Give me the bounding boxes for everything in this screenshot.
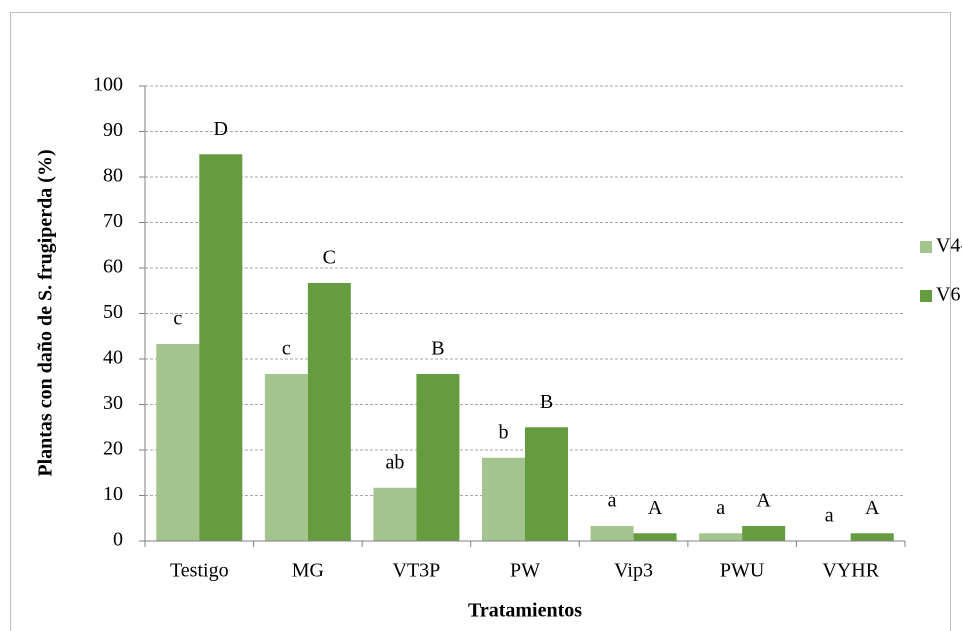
bar: [633, 533, 677, 541]
bar: [590, 525, 634, 541]
x-tick-label: Vip3: [614, 560, 653, 582]
x-tick-label: VT3P: [393, 560, 441, 582]
annotation: a: [825, 505, 834, 527]
legend-label: V4-V5: [936, 235, 962, 257]
annotation: C: [323, 247, 336, 269]
y-tick-label: 70: [103, 210, 123, 232]
legend-swatch: [920, 241, 932, 253]
annotation: A: [648, 497, 663, 519]
bar: [699, 533, 743, 541]
annotation: c: [282, 338, 291, 360]
bar: [742, 525, 786, 541]
annotation: A: [865, 497, 880, 519]
legend-label: V6: [936, 284, 960, 306]
y-tick-label: 100: [93, 74, 123, 96]
annotation: a: [608, 490, 617, 512]
annotation: B: [431, 338, 444, 360]
annotation: B: [540, 391, 553, 413]
y-tick-label: 0: [113, 529, 123, 551]
y-tick-label: 10: [103, 483, 123, 505]
y-tick-label: 20: [103, 438, 123, 460]
bar: [264, 374, 308, 541]
bar: [199, 154, 243, 541]
bar: [850, 533, 894, 541]
bar: [482, 457, 525, 541]
annotation: c: [173, 308, 182, 330]
y-tick-label: 60: [103, 256, 123, 278]
legend-swatch: [920, 290, 932, 302]
annotation: b: [499, 421, 509, 443]
y-axis-label: Plantas con daño de S. frugiperda (%): [35, 149, 57, 476]
y-tick-label: 30: [103, 392, 123, 414]
x-axis-label: Tratamientos: [468, 600, 582, 622]
annotation: A: [756, 490, 771, 512]
y-tick-label: 80: [103, 165, 123, 187]
annotation: a: [716, 497, 725, 519]
bar: [307, 283, 351, 541]
x-tick-label: PWU: [720, 560, 765, 582]
annotation: D: [214, 118, 228, 140]
x-tick-label: Testigo: [170, 560, 229, 582]
x-tick-label: MG: [292, 560, 324, 582]
y-tick-label: 50: [103, 301, 123, 323]
bar: [156, 343, 200, 541]
bar: [373, 487, 417, 541]
bar: [525, 427, 568, 541]
bar: [416, 374, 460, 541]
annotation: ab: [385, 451, 404, 473]
y-tick-label: 40: [103, 347, 123, 369]
x-tick-label: PW: [510, 560, 540, 582]
chart-border: [10, 12, 951, 631]
y-tick-label: 90: [103, 119, 123, 141]
x-tick-label: VYHR: [822, 560, 879, 582]
